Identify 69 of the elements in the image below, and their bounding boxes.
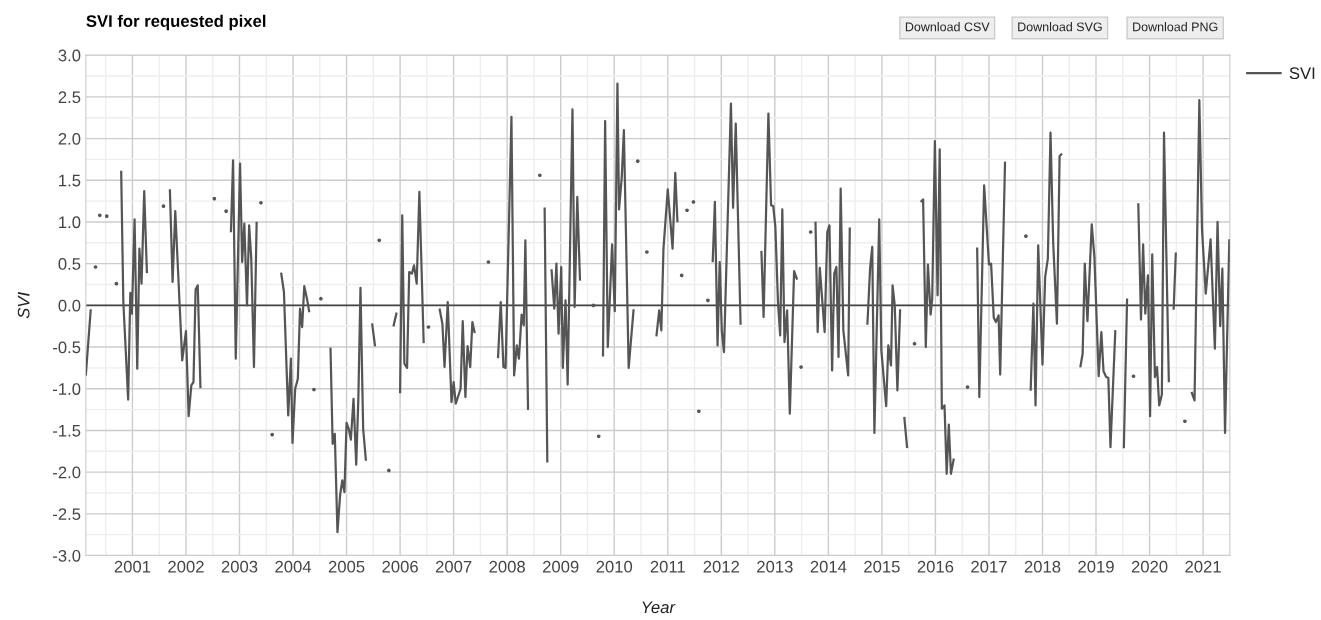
y-tick-label: -1.0 <box>53 383 81 395</box>
x-tick-label: 2012 <box>703 560 739 573</box>
x-tick-label: 2015 <box>864 560 900 573</box>
point <box>912 341 917 346</box>
point <box>685 208 689 213</box>
point <box>596 434 601 439</box>
y-tick-label: 2.0 <box>58 132 81 145</box>
y-tick-label: 3.0 <box>58 49 81 62</box>
x-tick-label: 2003 <box>221 560 258 573</box>
x-tick-label: 2020 <box>1131 560 1168 573</box>
point <box>426 325 431 329</box>
x-tick-label: 2005 <box>328 560 365 573</box>
text: Download PNG <box>1133 22 1218 32</box>
chart-title: SVI for requested pixel <box>86 14 266 31</box>
point <box>1024 234 1028 238</box>
point <box>97 213 102 218</box>
y-axis-title: SVI <box>17 292 30 319</box>
point <box>486 260 491 264</box>
point <box>691 200 696 204</box>
x-tick-label: 2002 <box>168 560 204 573</box>
x-tick-label: 2009 <box>543 560 579 573</box>
point <box>1183 419 1187 424</box>
point <box>312 387 316 392</box>
x-tick-label: 2013 <box>757 560 793 573</box>
point <box>706 298 710 303</box>
point <box>259 200 263 205</box>
y-tick-label: -0.5 <box>53 341 81 354</box>
y-tick-label: -2.5 <box>53 508 81 521</box>
x-tick-label: 2001 <box>114 560 151 573</box>
x-tick-label: 2008 <box>489 560 525 573</box>
point <box>808 230 813 234</box>
y-tick-label: 1.0 <box>59 216 81 229</box>
point <box>696 409 701 414</box>
x-tick-label: 2010 <box>596 560 633 573</box>
x-tick-label: 2006 <box>382 560 418 573</box>
point <box>224 209 228 213</box>
y-tick-label: -3.0 <box>53 549 81 562</box>
point <box>537 173 542 178</box>
text: Download SVG <box>1018 22 1102 32</box>
point <box>645 250 649 254</box>
point <box>387 468 391 473</box>
x-tick-label: 2019 <box>1078 560 1114 573</box>
x-tick-label: 2021 <box>1185 560 1221 573</box>
y-tick-label: 0.5 <box>58 258 81 270</box>
y-tick-label: 1.5 <box>59 174 81 187</box>
y-tick-label: 2.5 <box>58 91 81 104</box>
x-tick-label: 2007 <box>435 560 472 573</box>
x-tick-label: 2011 <box>650 560 685 573</box>
point <box>799 365 803 369</box>
x-axis-title: Year <box>642 601 676 614</box>
point <box>965 385 970 389</box>
point <box>319 296 323 301</box>
x-tick-label: 2016 <box>917 560 954 573</box>
y-tick-label: 0.0 <box>58 299 81 312</box>
point <box>1131 374 1136 379</box>
point <box>104 214 109 218</box>
y-tick-label: -2.0 <box>53 466 81 479</box>
point <box>635 159 640 163</box>
x-tick-label: 2004 <box>275 560 312 573</box>
point <box>377 238 382 243</box>
text: Download CSV <box>905 22 990 32</box>
x-tick-label: 2014 <box>810 560 847 573</box>
point <box>161 204 166 208</box>
legend-label: SVI <box>1289 67 1315 80</box>
point <box>93 265 98 269</box>
x-tick-label: 2017 <box>971 560 1007 573</box>
point <box>270 432 274 437</box>
y-tick-label: -1.5 <box>53 425 81 437</box>
x-tick-label: 2018 <box>1024 560 1061 573</box>
